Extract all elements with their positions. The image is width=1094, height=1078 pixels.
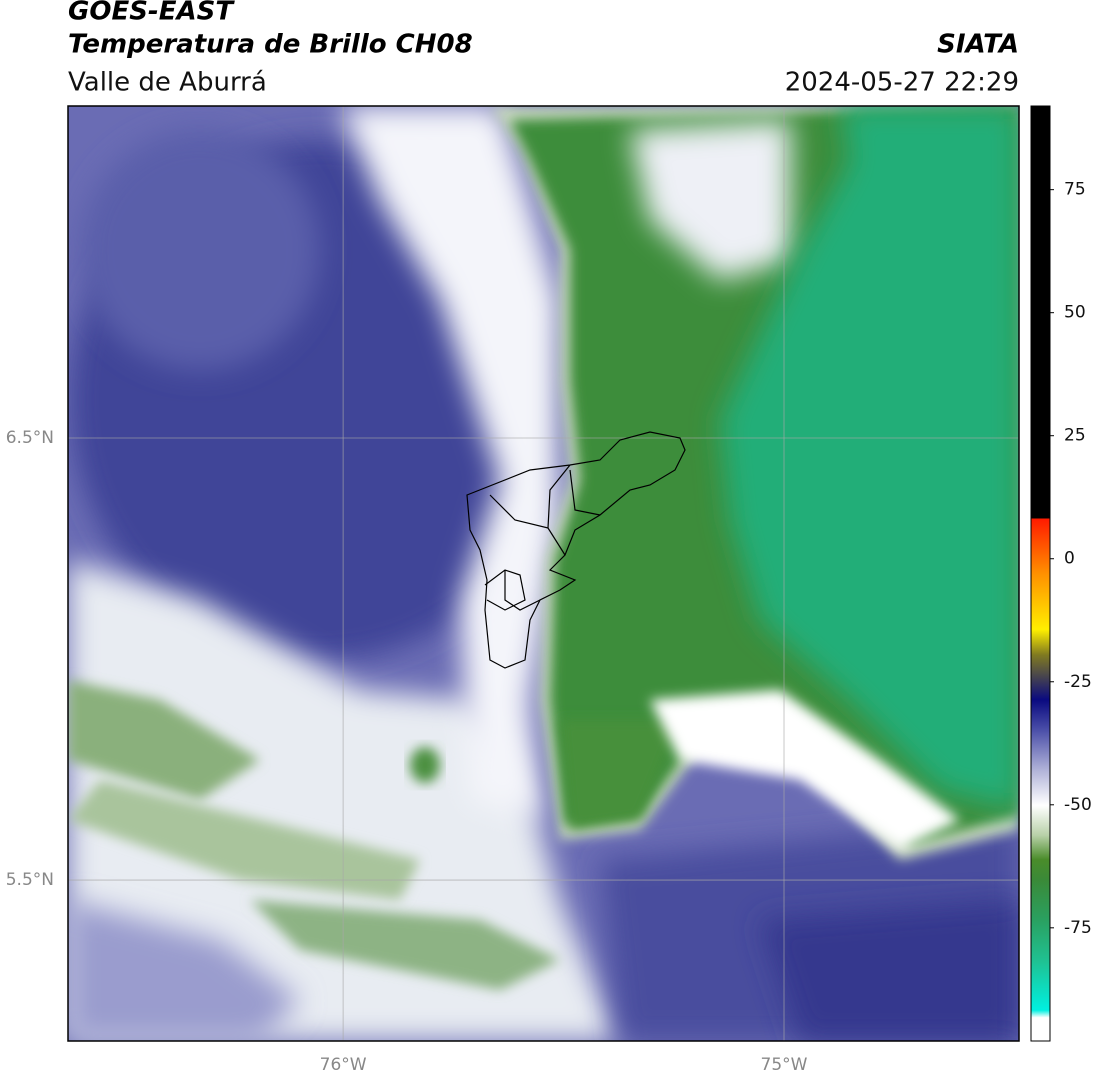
lon-tick-label: 76°W bbox=[320, 1055, 367, 1075]
lat-tick-label: 5.5°N bbox=[6, 870, 54, 890]
colorbar-tick-label: 75 bbox=[1064, 180, 1086, 200]
source: SIATA bbox=[937, 30, 1019, 60]
map-frame bbox=[67, 105, 1020, 1042]
colorbar-tick-label: 25 bbox=[1064, 426, 1086, 446]
lat-tick-label: 6.5°N bbox=[6, 428, 54, 448]
colorbar bbox=[1030, 105, 1051, 1042]
lon-tick-label: 75°W bbox=[761, 1055, 808, 1075]
title: GOES-EAST bbox=[68, 0, 235, 27]
colorbar-tick-label: 50 bbox=[1064, 303, 1086, 323]
subtitle: Temperatura de Brillo CH08 bbox=[68, 30, 473, 60]
colorbar-tick-label: -75 bbox=[1064, 918, 1092, 938]
colorbar-tick-label: -50 bbox=[1064, 795, 1092, 815]
colorbar-ticks: 75 50 25 0 -25 -50 -75 bbox=[1050, 180, 1092, 938]
graticule: 76°W 75°W 6.5°N 5.5°N bbox=[6, 106, 1019, 1075]
satellite-image bbox=[68, 106, 1019, 1041]
colorbar-tick-label: 0 bbox=[1064, 549, 1075, 569]
region: Valle de Aburrá bbox=[68, 68, 267, 98]
valle-de-aburra-boundary bbox=[466, 431, 686, 669]
colorbar-tick-label: -25 bbox=[1064, 672, 1092, 692]
datetime: 2024-05-27 22:29 bbox=[785, 68, 1019, 98]
